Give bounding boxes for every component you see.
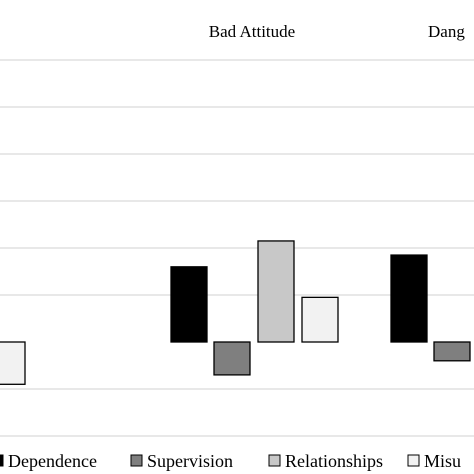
legend-label: Misu bbox=[424, 451, 461, 471]
category-label: Bad Attitude bbox=[209, 22, 295, 41]
bar-misu bbox=[0, 341, 26, 385]
bar-supervision bbox=[213, 341, 251, 376]
legend-swatch bbox=[130, 454, 143, 467]
category-label: Dang bbox=[428, 22, 465, 41]
bar-dependence bbox=[390, 254, 428, 343]
legend-swatch bbox=[268, 454, 281, 467]
bar-supervision bbox=[433, 341, 471, 362]
legend-item: Misu bbox=[407, 451, 461, 471]
legend: Dependence Supervision Relationships Misu bbox=[0, 451, 461, 471]
bar-dependence bbox=[170, 266, 208, 343]
bars bbox=[0, 240, 471, 385]
legend-item: Dependence bbox=[0, 451, 97, 471]
legend-swatch bbox=[0, 454, 4, 467]
legend-label: Dependence bbox=[8, 451, 97, 471]
bar-relationships bbox=[257, 240, 295, 343]
gridlines bbox=[0, 59, 474, 437]
legend-label: Supervision bbox=[147, 451, 233, 471]
bar-misu bbox=[301, 296, 339, 343]
legend-item: Relationships bbox=[268, 451, 383, 471]
legend-label: Relationships bbox=[285, 451, 383, 471]
legend-item: Supervision bbox=[130, 451, 233, 471]
legend-swatch bbox=[407, 454, 420, 467]
